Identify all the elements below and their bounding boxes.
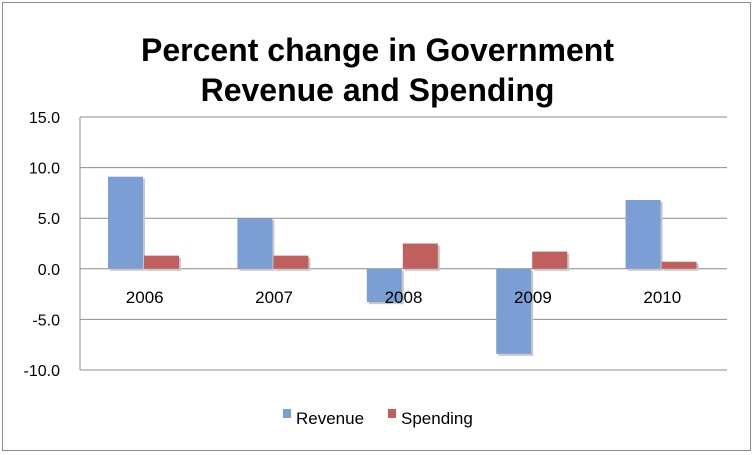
bar-revenue-2009 [496,268,532,354]
bar-revenue-2010 [625,199,661,269]
legend-swatch-revenue [283,409,291,418]
y-tick-label: 0.0 [38,262,60,279]
y-tick-label: -10.0 [24,363,61,380]
chart-title-line-2: Revenue and Spending [200,72,555,108]
bar-spending-2010 [661,261,697,269]
y-tick-label: 15.0 [29,110,60,127]
bars [108,176,699,356]
bar-revenue-2006 [108,176,143,269]
bar-spending-2006 [144,255,179,269]
bar-revenue-2007 [237,218,273,269]
x-category-label: 2006 [126,288,164,307]
x-axis-category-labels: 2006 2007 2008 2009 2010 [126,288,681,307]
legend-label-revenue: Revenue [296,409,364,428]
chart-title: Percent change in Government Revenue and… [0,30,755,110]
bar-revenue-2008 [366,268,402,303]
y-tick-label: -5.0 [32,312,60,329]
bar-spending-2008 [402,243,438,269]
y-tick-label: 10.0 [29,161,60,178]
legend-swatch-spending [388,409,396,418]
x-category-label: 2010 [643,288,681,307]
y-tick-label: 5.0 [38,211,60,228]
bar-spending-2009 [532,251,568,269]
x-category-label: 2007 [255,288,293,307]
chart-title-line-1: Percent change in Government [140,32,614,68]
x-category-label: 2009 [514,288,552,307]
legend: Revenue Spending [283,409,473,428]
legend-label-spending: Spending [401,409,473,428]
x-category-label: 2008 [385,288,423,307]
bar-spending-2007 [273,255,309,269]
y-axis-tick-labels: -10.0 -5.0 0.0 5.0 10.0 15.0 [24,110,61,380]
